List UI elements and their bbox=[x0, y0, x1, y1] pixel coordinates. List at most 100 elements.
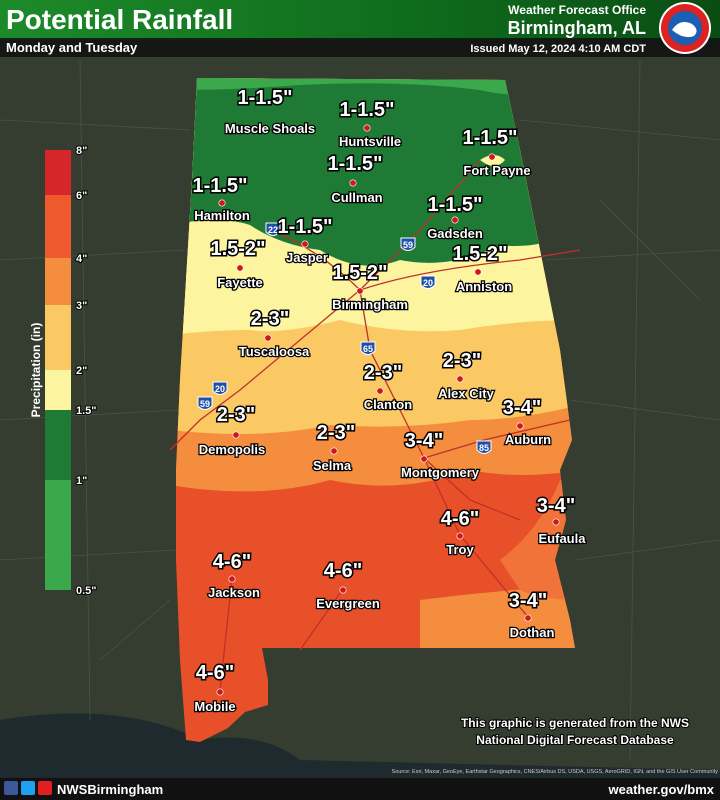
shield-number: 59 bbox=[200, 399, 210, 409]
legend-swatch bbox=[45, 258, 71, 305]
city-dot bbox=[420, 455, 428, 463]
rainfall-amount: 1-1.5" bbox=[427, 194, 482, 216]
city-name: Fayette bbox=[217, 275, 263, 290]
rainfall-amount: 4-6" bbox=[196, 662, 234, 684]
city-dot bbox=[363, 124, 371, 132]
legend-label: 2" bbox=[76, 365, 87, 377]
social-handle: NWSBirmingham bbox=[57, 782, 163, 797]
city-dot bbox=[349, 179, 357, 187]
footer-bar bbox=[0, 778, 720, 800]
city-dot bbox=[264, 334, 272, 342]
city-dot bbox=[552, 518, 560, 526]
shield-shape bbox=[265, 222, 281, 236]
city-dot bbox=[339, 586, 347, 594]
city-name: Fort Payne bbox=[463, 163, 530, 178]
city-dot bbox=[456, 532, 464, 540]
rainfall-amount: 1.5-2" bbox=[332, 262, 387, 284]
rainfall-amount: 2-3" bbox=[317, 422, 355, 444]
shield-shape bbox=[400, 237, 416, 251]
location: Birmingham, AL bbox=[508, 18, 646, 38]
legend-label: 1" bbox=[76, 475, 87, 487]
city-name: Troy bbox=[446, 542, 474, 557]
city-dot bbox=[232, 431, 240, 439]
shield-shape bbox=[197, 396, 213, 410]
city-dot bbox=[330, 447, 338, 455]
title: Potential Rainfall bbox=[6, 4, 233, 35]
rainfall-amount: 3-4" bbox=[405, 430, 443, 452]
city-name: Evergreen bbox=[316, 596, 380, 611]
city-name: Cullman bbox=[331, 190, 382, 205]
county-lines bbox=[0, 59, 720, 761]
note-line: National Digital Forecast Database bbox=[476, 733, 674, 747]
rainfall-amount: 4-6" bbox=[324, 560, 362, 582]
city-name: Gadsden bbox=[427, 226, 483, 241]
city-dot bbox=[301, 240, 309, 248]
legend-label: 3" bbox=[76, 300, 87, 312]
shield-shape bbox=[212, 381, 228, 395]
city-name: Demopolis bbox=[199, 442, 265, 457]
rainfall-amount: 4-6" bbox=[213, 551, 251, 573]
rainfall-amount: 2-3" bbox=[364, 362, 402, 384]
city-dot bbox=[376, 387, 384, 395]
legend-label: 1.5" bbox=[76, 405, 97, 417]
rainfall-amount: 3-4" bbox=[537, 495, 575, 517]
rainfall-amount: 1.5-2" bbox=[452, 243, 507, 265]
rainfall-amount: 1-1.5" bbox=[462, 127, 517, 149]
website: weather.gov/bmx bbox=[608, 782, 715, 797]
city-dot bbox=[488, 153, 496, 161]
city-name: Dothan bbox=[510, 625, 555, 640]
shield-number: 20 bbox=[215, 384, 225, 394]
shield-number: 22 bbox=[268, 225, 278, 235]
rainfall-amount: 1.5-2" bbox=[210, 238, 265, 260]
twitter-icon bbox=[21, 781, 35, 795]
rainfall-amount: 1-1.5" bbox=[192, 175, 247, 197]
facebook-icon bbox=[4, 781, 18, 795]
city-name: Selma bbox=[313, 458, 352, 473]
shield-number: 59 bbox=[403, 240, 413, 250]
city-name: Clanton bbox=[364, 397, 412, 412]
youtube-icon bbox=[38, 781, 52, 795]
shield-shape bbox=[420, 275, 436, 289]
rainfall-amount: 2-3" bbox=[251, 308, 289, 330]
shield-number: 85 bbox=[479, 443, 489, 453]
header-bar bbox=[0, 0, 720, 40]
shield-number: 20 bbox=[423, 278, 433, 288]
city-name: Auburn bbox=[505, 432, 551, 447]
subtitle: Monday and Tuesday bbox=[6, 40, 138, 55]
city-dot bbox=[356, 287, 364, 295]
issued: Issued May 12, 2024 4:10 AM CDT bbox=[470, 43, 646, 55]
city-dot bbox=[524, 614, 532, 622]
city-dot bbox=[228, 575, 236, 583]
city-dot bbox=[236, 264, 244, 272]
city-dot bbox=[218, 199, 226, 207]
source: Source: Esri, Maxar, GeoEye, Earthstar G… bbox=[392, 769, 719, 775]
legend-label: 4" bbox=[76, 253, 87, 265]
city-dot bbox=[516, 422, 524, 430]
rainfall-amount: 1-1.5" bbox=[277, 216, 332, 238]
subtitle-bar bbox=[0, 38, 720, 57]
city-name: Jackson bbox=[208, 585, 260, 600]
cities: 1-1.5" Muscle Shoals 1-1.5" Huntsville 1-1.5… bbox=[191, 86, 588, 716]
city-dot bbox=[216, 688, 224, 696]
nws-logo bbox=[659, 2, 711, 54]
rainfall-amount: 4-6" bbox=[441, 508, 479, 530]
legend-swatch bbox=[45, 410, 71, 480]
city-dot bbox=[451, 216, 459, 224]
rainfall-amount: 1-1.5" bbox=[237, 87, 292, 109]
legend-swatch bbox=[45, 480, 71, 590]
shield-number: 65 bbox=[363, 344, 373, 354]
legend: 8" 6" 4" 3" 2" 1.5" 1" 0.5" bbox=[45, 144, 98, 598]
city-name: Huntsville bbox=[339, 134, 401, 149]
legend-label: 8" bbox=[76, 145, 87, 157]
rainfall-zones bbox=[176, 78, 575, 742]
legend-swatch bbox=[45, 195, 71, 258]
city-name: Eufaula bbox=[539, 531, 587, 546]
legend-swatch bbox=[45, 305, 71, 370]
legend-label: 6" bbox=[76, 190, 87, 202]
office: Weather Forecast Office bbox=[508, 3, 646, 17]
legend-title: Precipitation (in) bbox=[29, 323, 43, 418]
rainfall-amount: 1-1.5" bbox=[327, 153, 382, 175]
city-name: Montgomery bbox=[401, 465, 480, 480]
note-line: This graphic is generated from the NWS bbox=[461, 716, 689, 730]
